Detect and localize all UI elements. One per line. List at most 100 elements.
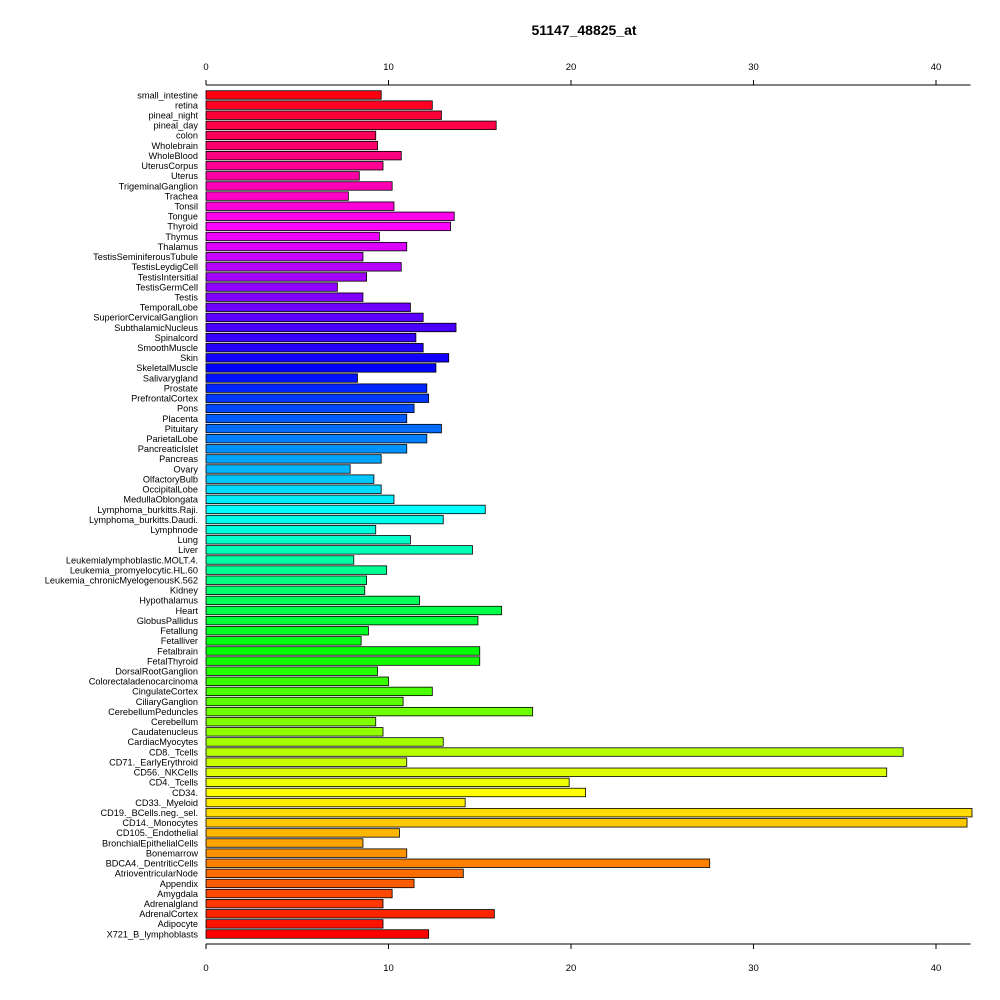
- category-label: Ovary: [173, 464, 198, 474]
- category-label: Fetalbrain: [157, 646, 198, 656]
- bar: [205, 393, 430, 403]
- bar: [205, 747, 904, 757]
- chart-title: 51147_48825_at: [531, 22, 636, 38]
- category-label: CD34.: [172, 788, 198, 798]
- category-label: Skin: [180, 353, 198, 363]
- bottom-axis-tick-label: 20: [566, 963, 577, 974]
- bar: [205, 504, 486, 515]
- bars-group: [205, 90, 973, 939]
- category-label: retina: [175, 100, 199, 110]
- category-label: CingulateCortex: [132, 687, 198, 697]
- bar: [205, 191, 349, 201]
- bar: [205, 312, 424, 323]
- category-label: SuperiorCervicalGanglion: [93, 313, 198, 323]
- bottom-axis-tick-label: 40: [931, 963, 942, 974]
- category-label: AdrenalCortex: [139, 909, 198, 919]
- category-label: AtrioventricularNode: [115, 869, 198, 879]
- bar: [205, 626, 369, 636]
- category-label: Spinalcord: [155, 333, 198, 343]
- category-label: Leukemialymphoblastic.MOLT.4.: [66, 555, 198, 565]
- category-label: CD8._Tcells: [149, 747, 198, 757]
- category-label: Tongue: [168, 212, 198, 222]
- bar: [205, 373, 358, 383]
- bar: [205, 211, 455, 221]
- category-label: SmoothMuscle: [137, 343, 198, 353]
- category-label: CD14._Monocytes: [122, 818, 198, 828]
- bar: [205, 545, 473, 555]
- category-label: Pons: [177, 404, 198, 414]
- bar: [205, 474, 375, 484]
- bar: [205, 282, 338, 292]
- category-label: Heart: [176, 606, 199, 616]
- category-label: GlobusPallidus: [137, 616, 199, 626]
- bar: [205, 899, 384, 909]
- category-label: BDCA4._DentriticCells: [106, 859, 199, 869]
- category-label: MedullaOblongata: [123, 495, 198, 505]
- top-axis-tick-label: 40: [931, 62, 942, 73]
- category-label: Lung: [178, 535, 198, 545]
- category-label: TrigeminalGanglion: [119, 181, 198, 191]
- category-label: CD33._Myeloid: [135, 798, 198, 808]
- category-label: WholeBlood: [148, 151, 198, 161]
- category-label: CD4._Tcells: [149, 778, 198, 788]
- bar: [205, 525, 377, 535]
- bar: [205, 494, 395, 504]
- bar: [205, 262, 402, 272]
- bar: [205, 666, 378, 676]
- bar: [205, 140, 378, 151]
- bar: [205, 565, 388, 575]
- category-label: Cerebellum: [151, 717, 198, 727]
- bar: [205, 302, 411, 312]
- category-label: Lymphnode: [150, 525, 198, 535]
- bar: [205, 514, 444, 525]
- bar: [205, 181, 393, 191]
- bar: [205, 919, 384, 929]
- bar: [205, 767, 888, 777]
- category-label: BronchialEpithelialCells: [102, 838, 198, 848]
- top-axis-tick-label: 20: [566, 62, 577, 73]
- bar: [205, 848, 408, 858]
- category-label: Fetalliver: [161, 636, 198, 646]
- bar: [205, 909, 495, 919]
- category-label: Testis: [175, 292, 199, 302]
- bar: [205, 878, 415, 889]
- category-label: Appendix: [160, 879, 199, 889]
- category-label: DorsalRootGanglion: [115, 666, 198, 676]
- category-label: Bonemarrow: [146, 848, 198, 858]
- bottom-axis: 0 10 20 30 40: [203, 943, 971, 974]
- bar: [205, 787, 587, 798]
- category-label: Wholebrain: [152, 141, 198, 151]
- bar: [205, 615, 479, 626]
- category-label: Placenta: [162, 414, 199, 424]
- category-label: PancreaticIslet: [138, 444, 199, 454]
- category-label: SkeletalMuscle: [136, 363, 198, 373]
- category-label: CiliaryGanglion: [136, 697, 198, 707]
- category-label: Fetallung: [160, 626, 198, 636]
- bar: [205, 231, 380, 242]
- bar: [205, 595, 420, 606]
- category-label: OccipitalLobe: [142, 485, 198, 495]
- category-label: PrefrontalCortex: [131, 394, 198, 404]
- bar: [205, 929, 430, 939]
- category-label: Thymus: [165, 232, 198, 242]
- category-label: TemporalLobe: [140, 303, 198, 313]
- bar: [205, 90, 382, 100]
- category-label: Trachea: [165, 191, 199, 201]
- bar: [205, 221, 451, 232]
- category-label: CD105._Endothelial: [116, 828, 198, 838]
- top-axis-tick-label: 30: [748, 62, 759, 73]
- bar: [205, 363, 437, 373]
- bar: [205, 444, 408, 454]
- category-label: TestisGermCell: [136, 282, 198, 292]
- category-label: CardiacMyocytes: [128, 737, 199, 747]
- category-label: small_intestine: [137, 90, 198, 100]
- bar: [205, 161, 384, 171]
- bar: [205, 484, 382, 494]
- category-labels: small_intestineretinapineal_nightpineal_…: [45, 90, 199, 939]
- category-label: TestisIntersitial: [138, 272, 198, 282]
- bar: [205, 575, 368, 585]
- bar: [205, 888, 393, 899]
- bar: [205, 646, 481, 656]
- category-label: Adipocyte: [158, 919, 198, 929]
